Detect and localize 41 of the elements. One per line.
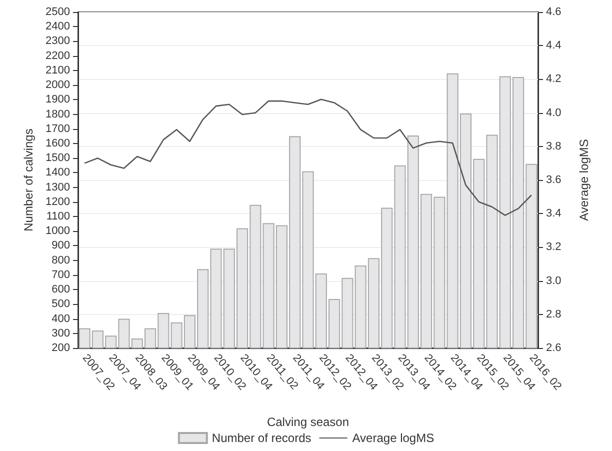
y2-tick-label: 3.6	[546, 174, 562, 186]
y2-tick-label: 3.8	[546, 140, 562, 152]
y-tick-label: 1800	[46, 108, 70, 120]
y-tick-label: 1400	[46, 166, 70, 179]
y2-tick-label: 2.8	[546, 308, 562, 320]
y-tick-label: 1300	[46, 181, 70, 194]
y-tick-label: 1900	[46, 94, 70, 106]
y-tick-label: 1100	[46, 210, 70, 223]
y-axis-title: Number of calvings	[22, 128, 36, 232]
y-tick-label: 500	[52, 298, 70, 310]
legend-label: Number of records	[212, 431, 312, 445]
y-tick-label: 200	[52, 342, 70, 354]
y-tick-label: 2000	[46, 79, 70, 92]
y2-axis-title: Average logMS	[577, 139, 591, 221]
y2-tick-label: 3.4	[546, 208, 562, 220]
y-tick-label: 2200	[46, 50, 70, 62]
y-tick-label: 300	[52, 327, 70, 340]
y-tick-label: 1200	[46, 196, 70, 208]
y-tick-label: 2100	[46, 64, 70, 76]
y2-tick-label: 4.6	[546, 6, 562, 18]
y2-tick-label: 4.0	[546, 106, 562, 119]
y-tick-label: 700	[52, 268, 70, 281]
line-series	[84, 98, 532, 216]
y-tick-label: 1500	[46, 152, 70, 164]
y-tick-label: 2500	[46, 6, 70, 18]
y-tick-label: 800	[52, 254, 70, 266]
y2-tick-label: 4.2	[546, 73, 562, 86]
y2-tick-label: 2.6	[546, 342, 562, 354]
y-tick-label: 2400	[46, 20, 70, 33]
y-tick-label: 1600	[46, 137, 70, 150]
y2-tick-label: 4.4	[546, 40, 562, 52]
y-tick-label: 900	[52, 240, 70, 252]
y2-tick-label: 3.2	[546, 241, 562, 254]
legend-label: Average logMS	[352, 431, 434, 445]
x-axis-title: Calving season	[266, 415, 350, 429]
y-tick-label: 1700	[46, 122, 70, 135]
y-tick-label: 400	[52, 312, 70, 325]
y2-tick-label: 3.0	[546, 274, 562, 287]
y-tick-label: 2300	[46, 35, 70, 48]
y-tick-label: 600	[52, 284, 70, 296]
y-tick-label: 1000	[46, 225, 70, 238]
